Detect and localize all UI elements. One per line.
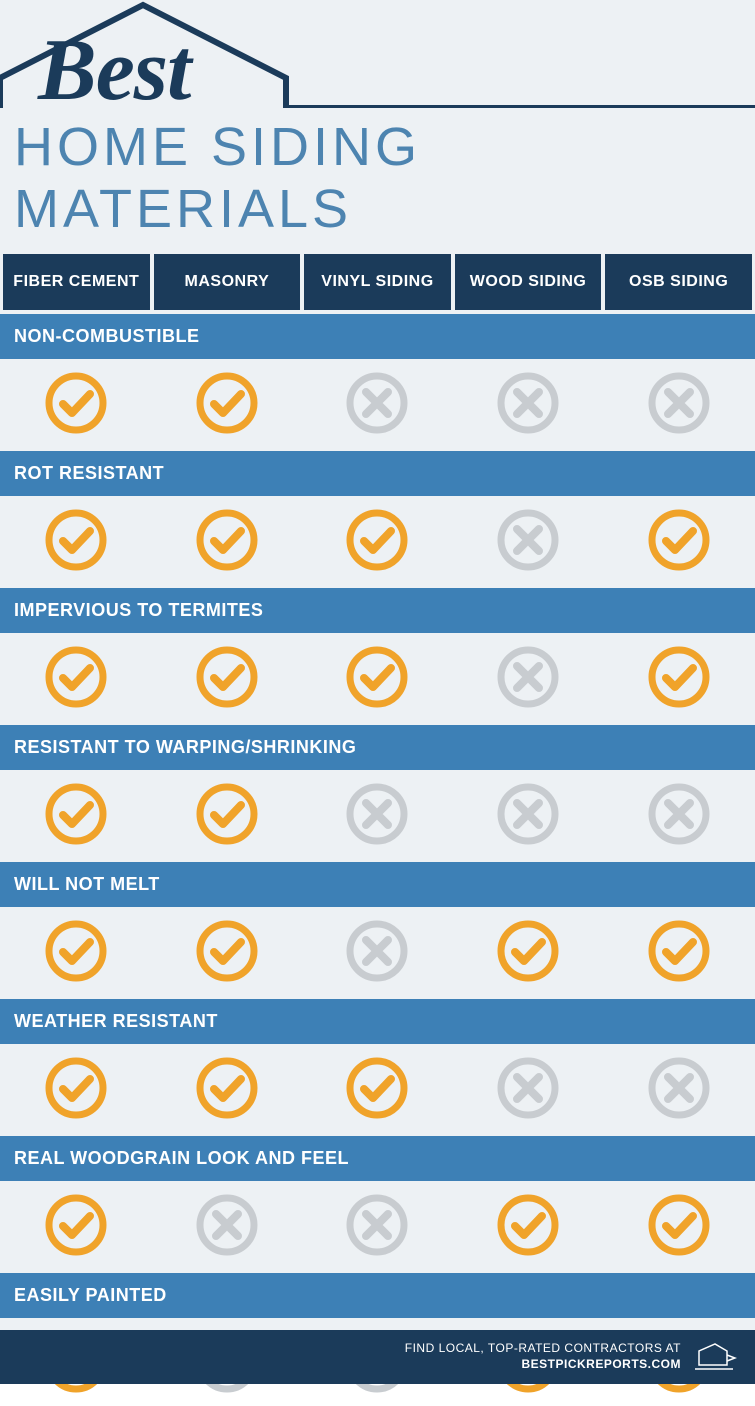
column-headers: FIBER CEMENTMASONRYVINYL SIDINGWOOD SIDI… — [0, 254, 755, 310]
column-header: MASONRY — [154, 254, 301, 310]
feature-row — [0, 1044, 755, 1132]
check-icon — [455, 1181, 602, 1269]
check-icon — [154, 496, 301, 584]
check-icon — [605, 633, 752, 721]
cross-icon — [304, 359, 451, 447]
cross-icon — [605, 359, 752, 447]
check-icon — [304, 496, 451, 584]
cross-icon — [605, 1044, 752, 1132]
cross-icon — [605, 770, 752, 858]
feature-row — [0, 907, 755, 995]
title-best: Best — [38, 20, 190, 121]
check-icon — [605, 496, 752, 584]
column-header: OSB SIDING — [605, 254, 752, 310]
check-icon — [3, 496, 150, 584]
cross-icon — [304, 907, 451, 995]
check-icon — [154, 907, 301, 995]
column-header: WOOD SIDING — [455, 254, 602, 310]
feature-row — [0, 1181, 755, 1269]
footer-logo-icon — [693, 1341, 737, 1373]
check-icon — [3, 359, 150, 447]
feature-label: WILL NOT MELT — [0, 862, 755, 907]
feature-label: ROT RESISTANT — [0, 451, 755, 496]
cross-icon — [304, 1181, 451, 1269]
column-header: VINYL SIDING — [304, 254, 451, 310]
cross-icon — [455, 496, 602, 584]
feature-label: REAL WOODGRAIN LOOK AND FEEL — [0, 1136, 755, 1181]
subtitle: HOME SIDING MATERIALS — [0, 108, 755, 254]
column-header: FIBER CEMENT — [3, 254, 150, 310]
check-icon — [154, 770, 301, 858]
check-icon — [605, 907, 752, 995]
check-icon — [304, 1044, 451, 1132]
cross-icon — [154, 1181, 301, 1269]
check-icon — [3, 1181, 150, 1269]
check-icon — [455, 907, 602, 995]
footer-text: FIND LOCAL, TOP-RATED CONTRACTORS AT BES… — [405, 1341, 681, 1372]
feature-label: EASILY PAINTED — [0, 1273, 755, 1318]
cross-icon — [304, 770, 451, 858]
check-icon — [304, 633, 451, 721]
cross-icon — [455, 359, 602, 447]
feature-label: IMPERVIOUS TO TERMITES — [0, 588, 755, 633]
footer-line2: BESTPICKREPORTS.COM — [405, 1357, 681, 1373]
feature-row — [0, 770, 755, 858]
infographic-container: Best HOME SIDING MATERIALS FIBER CEMENTM… — [0, 0, 755, 1384]
check-icon — [154, 359, 301, 447]
check-icon — [154, 633, 301, 721]
check-icon — [154, 1044, 301, 1132]
check-icon — [3, 907, 150, 995]
feature-row — [0, 496, 755, 584]
feature-label: WEATHER RESISTANT — [0, 999, 755, 1044]
check-icon — [605, 1181, 752, 1269]
feature-label: NON-COMBUSTIBLE — [0, 314, 755, 359]
cross-icon — [455, 1044, 602, 1132]
footer-line1: FIND LOCAL, TOP-RATED CONTRACTORS AT — [405, 1341, 681, 1357]
check-icon — [3, 770, 150, 858]
check-icon — [3, 633, 150, 721]
footer-bar: FIND LOCAL, TOP-RATED CONTRACTORS AT BES… — [0, 1330, 755, 1384]
cross-icon — [455, 770, 602, 858]
feature-row — [0, 633, 755, 721]
cross-icon — [455, 633, 602, 721]
feature-row — [0, 359, 755, 447]
check-icon — [3, 1044, 150, 1132]
roof-header: Best — [0, 0, 755, 108]
feature-grid: NON-COMBUSTIBLE ROT RESISTANT IMPERVIOUS… — [0, 314, 755, 1406]
feature-label: RESISTANT TO WARPING/SHRINKING — [0, 725, 755, 770]
